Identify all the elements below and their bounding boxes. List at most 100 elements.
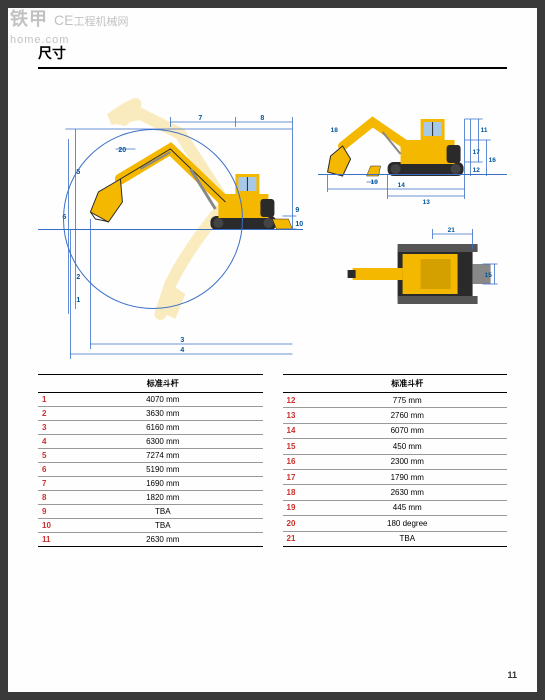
- row-num: 2: [38, 407, 63, 421]
- row-value: 1820 mm: [63, 491, 263, 505]
- diagram-right-col: 18 19 14 13 11 17 16 12: [318, 84, 507, 364]
- svg-text:9: 9: [295, 207, 299, 214]
- row-num: 13: [283, 408, 308, 423]
- row-num: 8: [38, 491, 63, 505]
- svg-text:17: 17: [472, 149, 480, 156]
- svg-text:4: 4: [180, 347, 184, 354]
- svg-text:14: 14: [397, 182, 405, 189]
- svg-text:8: 8: [260, 115, 264, 122]
- title-bar: 尺寸: [38, 43, 507, 69]
- row-value: 2630 mm: [63, 533, 263, 547]
- diagram-swing: 7 8 20 5 6 9 10 2 1 3 4: [38, 84, 303, 364]
- spec-table-right: 标准斗杆 12775 mm132760 mm146070 mm15450 mm1…: [283, 374, 508, 547]
- row-value: 2630 mm: [308, 485, 508, 500]
- row-num: 14: [283, 423, 308, 438]
- table-row: 132760 mm: [283, 408, 508, 423]
- row-value: 450 mm: [308, 439, 508, 454]
- table-row: 10TBA: [38, 519, 263, 533]
- table-row: 21TBA: [283, 531, 508, 546]
- table-row: 57274 mm: [38, 449, 263, 463]
- row-value: 1790 mm: [308, 469, 508, 484]
- table-row: 36160 mm: [38, 421, 263, 435]
- table-row: 81820 mm: [38, 491, 263, 505]
- row-value: TBA: [63, 519, 263, 533]
- row-num: 7: [38, 477, 63, 491]
- spec-table-left: 标准斗杆 14070 mm23630 mm36160 mm46300 mm572…: [38, 374, 263, 547]
- watermark: 铁甲 CE工程机械网 home.com: [10, 10, 128, 46]
- table-row: 71690 mm: [38, 477, 263, 491]
- table-row: 14070 mm: [38, 393, 263, 407]
- row-num: 1: [38, 393, 63, 407]
- table-row: 9TBA: [38, 505, 263, 519]
- svg-text:15: 15: [484, 272, 492, 279]
- diagram-top: 21 15: [318, 224, 507, 324]
- row-value: 7274 mm: [63, 449, 263, 463]
- swing-circle: [63, 129, 243, 309]
- svg-text:1: 1: [76, 297, 80, 304]
- row-value: 6160 mm: [63, 421, 263, 435]
- spec-tables: 标准斗杆 14070 mm23630 mm36160 mm46300 mm572…: [38, 374, 507, 547]
- svg-text:11: 11: [480, 127, 487, 134]
- ground-line-side: [318, 174, 507, 175]
- row-num: 5: [38, 449, 63, 463]
- row-num: 20: [283, 516, 308, 531]
- table-header: 标准斗杆: [308, 375, 508, 393]
- row-num: 17: [283, 469, 308, 484]
- table-header: 标准斗杆: [63, 375, 263, 393]
- row-value: 2300 mm: [308, 454, 508, 469]
- diagram-side: 18 19 14 13 11 17 16 12: [318, 84, 507, 214]
- table-row: 46300 mm: [38, 435, 263, 449]
- svg-text:21: 21: [447, 227, 455, 234]
- excavator-top-icon: [347, 244, 490, 304]
- row-num: 15: [283, 439, 308, 454]
- svg-text:2: 2: [76, 274, 80, 281]
- table-row: 171790 mm: [283, 469, 508, 484]
- excavator-side-icon: [327, 119, 463, 176]
- table-row: 12775 mm: [283, 393, 508, 408]
- table-row: 146070 mm: [283, 423, 508, 438]
- table-row: 162300 mm: [283, 454, 508, 469]
- svg-text:13: 13: [422, 199, 430, 206]
- row-num: 16: [283, 454, 308, 469]
- row-value: TBA: [308, 531, 508, 546]
- row-value: 5190 mm: [63, 463, 263, 477]
- table-row: 65190 mm: [38, 463, 263, 477]
- row-num: 12: [283, 393, 308, 408]
- svg-text:18: 18: [330, 127, 338, 134]
- row-num: 21: [283, 531, 308, 546]
- row-value: 6070 mm: [308, 423, 508, 438]
- table-row: 20180 degree: [283, 516, 508, 531]
- svg-text:12: 12: [472, 167, 480, 174]
- row-value: 775 mm: [308, 393, 508, 408]
- svg-text:3: 3: [180, 337, 184, 344]
- svg-text:19: 19: [370, 179, 378, 186]
- page-number: 11: [507, 670, 517, 680]
- row-value: 4070 mm: [63, 393, 263, 407]
- row-value: 445 mm: [308, 500, 508, 515]
- excavator-top-svg: 21 15: [318, 224, 507, 324]
- row-num: 19: [283, 500, 308, 515]
- row-num: 3: [38, 421, 63, 435]
- row-num: 4: [38, 435, 63, 449]
- table-row: 23630 mm: [38, 407, 263, 421]
- row-value: 6300 mm: [63, 435, 263, 449]
- table-row: 19445 mm: [283, 500, 508, 515]
- svg-text:10: 10: [295, 221, 302, 228]
- page-title: 尺寸: [38, 45, 66, 61]
- row-num: 6: [38, 463, 63, 477]
- row-value: 2760 mm: [308, 408, 508, 423]
- row-value: TBA: [63, 505, 263, 519]
- table-row: 112630 mm: [38, 533, 263, 547]
- row-value: 1690 mm: [63, 477, 263, 491]
- row-num: 11: [38, 533, 63, 547]
- row-num: 9: [38, 505, 63, 519]
- diagrams-area: 7 8 20 5 6 9 10 2 1 3 4: [38, 84, 507, 364]
- table-row: 182630 mm: [283, 485, 508, 500]
- svg-text:16: 16: [488, 157, 496, 164]
- watermark-line1: 铁甲: [10, 9, 48, 29]
- row-num: 18: [283, 485, 308, 500]
- excavator-side-svg: 18 19 14 13 11 17 16 12: [318, 84, 507, 214]
- row-num: 10: [38, 519, 63, 533]
- row-value: 180 degree: [308, 516, 508, 531]
- svg-text:7: 7: [198, 115, 202, 122]
